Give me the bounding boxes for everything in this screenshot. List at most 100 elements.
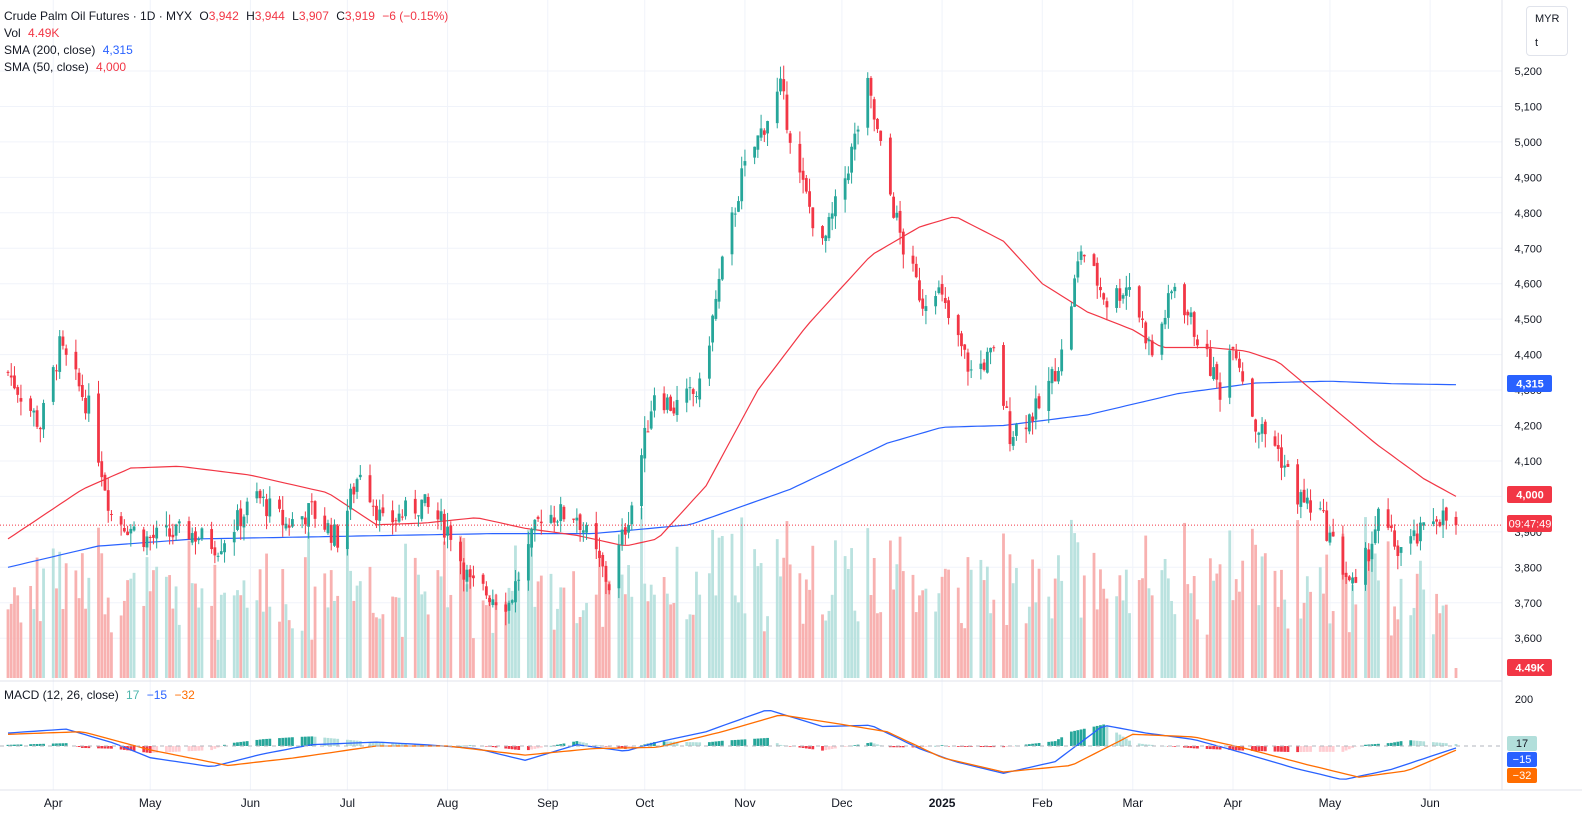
volume-bar [1377,580,1380,678]
sma200-label[interactable]: SMA (200, close) [4,43,96,57]
volume-bar [1079,617,1083,678]
candle-body [720,256,724,280]
candle-body [643,427,647,459]
sma50-legend[interactable]: SMA (50, close) 4,000 [4,60,126,74]
candlesticks[interactable] [0,65,1502,626]
candle-body [1280,447,1283,468]
macd-histogram-bar [617,746,621,749]
macd-histogram-bar [417,744,420,746]
macd-histogram-bar [55,743,58,746]
macd-histogram-bar [821,746,824,751]
macd-line [7,709,1457,780]
volume-value: 4.49K [28,26,60,40]
sma50-label[interactable]: SMA (50, close) [4,60,89,74]
candle-body [578,514,582,531]
macd-histogram-bar [58,743,62,746]
macd-histogram-bar [258,739,262,746]
macd-histogram-bar [675,741,679,746]
volume-bar [97,527,100,678]
symbol-title[interactable]: Crude Palm Oil Futures · 1D · MYX [4,9,193,23]
candle-body [268,498,272,517]
macd-histogram-bar [888,746,892,748]
candle-body [782,79,786,92]
candle-body [258,490,262,499]
volume-bar [1412,607,1416,678]
candle-body [1241,371,1245,382]
candle-body [1309,500,1312,513]
volume-bar [594,594,598,678]
volume-bar [1302,602,1306,678]
volume-bar [1115,596,1119,678]
macd-histogram-bar [420,744,424,746]
volume-bar [821,614,824,678]
macd-histogram-bar [32,744,36,746]
macd-histogram-bar [1047,741,1051,746]
candle-body [164,525,168,528]
macd-histogram-bar [989,746,992,748]
volume-bar [258,569,262,678]
volume-bar [1241,560,1245,678]
candle-body [1128,287,1131,290]
macd-histogram-bar [804,746,808,749]
macd-histogram-bar [291,737,294,746]
symbol-legend[interactable]: Crude Palm Oil Futures · 1D · MYX O3,942… [4,9,448,23]
candle-body [74,351,78,370]
macd-histogram-bar [1415,740,1419,746]
volume-bar [598,555,601,678]
candle-body [100,461,104,478]
macd-histogram-bar [1254,746,1258,751]
volume-legend[interactable]: Vol 4.49K [4,26,59,40]
volume-bar [1147,588,1151,678]
volume-bar [1238,591,1241,678]
volume-bar [1435,593,1439,678]
macd-histogram-bar [966,746,970,747]
macd-histogram-bar [381,742,385,746]
macd-histogram-bar [1234,746,1238,751]
volume-bar [1254,544,1258,678]
volume-bar [1050,618,1054,678]
candle-body [35,410,39,427]
volume-bar [6,609,10,678]
volume-bar [879,612,883,678]
volume-bar [1351,584,1354,678]
volume-bar [830,594,834,678]
macd-histogram-bar [329,738,333,746]
volume-tag [1507,659,1552,676]
candle-body [607,584,611,591]
volume-bar [1002,533,1005,678]
volume-bar [1192,576,1196,678]
candle-body [759,128,763,138]
macd-signal-value: −32 [174,688,195,702]
volume-bar [307,532,310,678]
currency-label[interactable]: MYR [1535,13,1560,25]
macd-signal-tag-text: −32 [1513,770,1532,782]
volume-bar [762,631,766,678]
macd-histogram-bar [1389,742,1393,746]
currency-unit-box[interactable]: MYR t [1526,6,1568,56]
sma200-legend[interactable]: SMA (200, close) 4,315 [4,43,133,57]
candle-body [966,352,970,372]
high-value: 3,944 [254,9,285,23]
macd-histogram-bar [371,742,375,746]
volume-bar [1250,528,1254,678]
macd-label[interactable]: MACD (12, 26, close) [4,688,119,702]
volume-bar [675,546,679,678]
macd-histogram-bar [103,746,107,749]
candle-body [985,351,989,373]
macd-histogram-bar [1286,746,1290,752]
volume-bar [698,594,702,678]
unit-label[interactable]: t [1535,37,1539,49]
volume-bar [1011,583,1015,678]
volume-label[interactable]: Vol [4,26,21,40]
candle-body [106,490,110,511]
candle-body [255,491,259,499]
macd-legend[interactable]: MACD (12, 26, close) 17 −15 −32 [4,688,195,702]
volume-bar [1076,542,1080,678]
volume-bar [1037,568,1041,678]
sma50-value: 4,000 [96,60,127,74]
volume-bar [164,576,168,678]
candle-body [303,517,307,525]
price-tags: 4,315 4,000 09:47:49 4.49K 200 17 −15 −3… [1507,375,1552,783]
candle-body [148,537,152,539]
